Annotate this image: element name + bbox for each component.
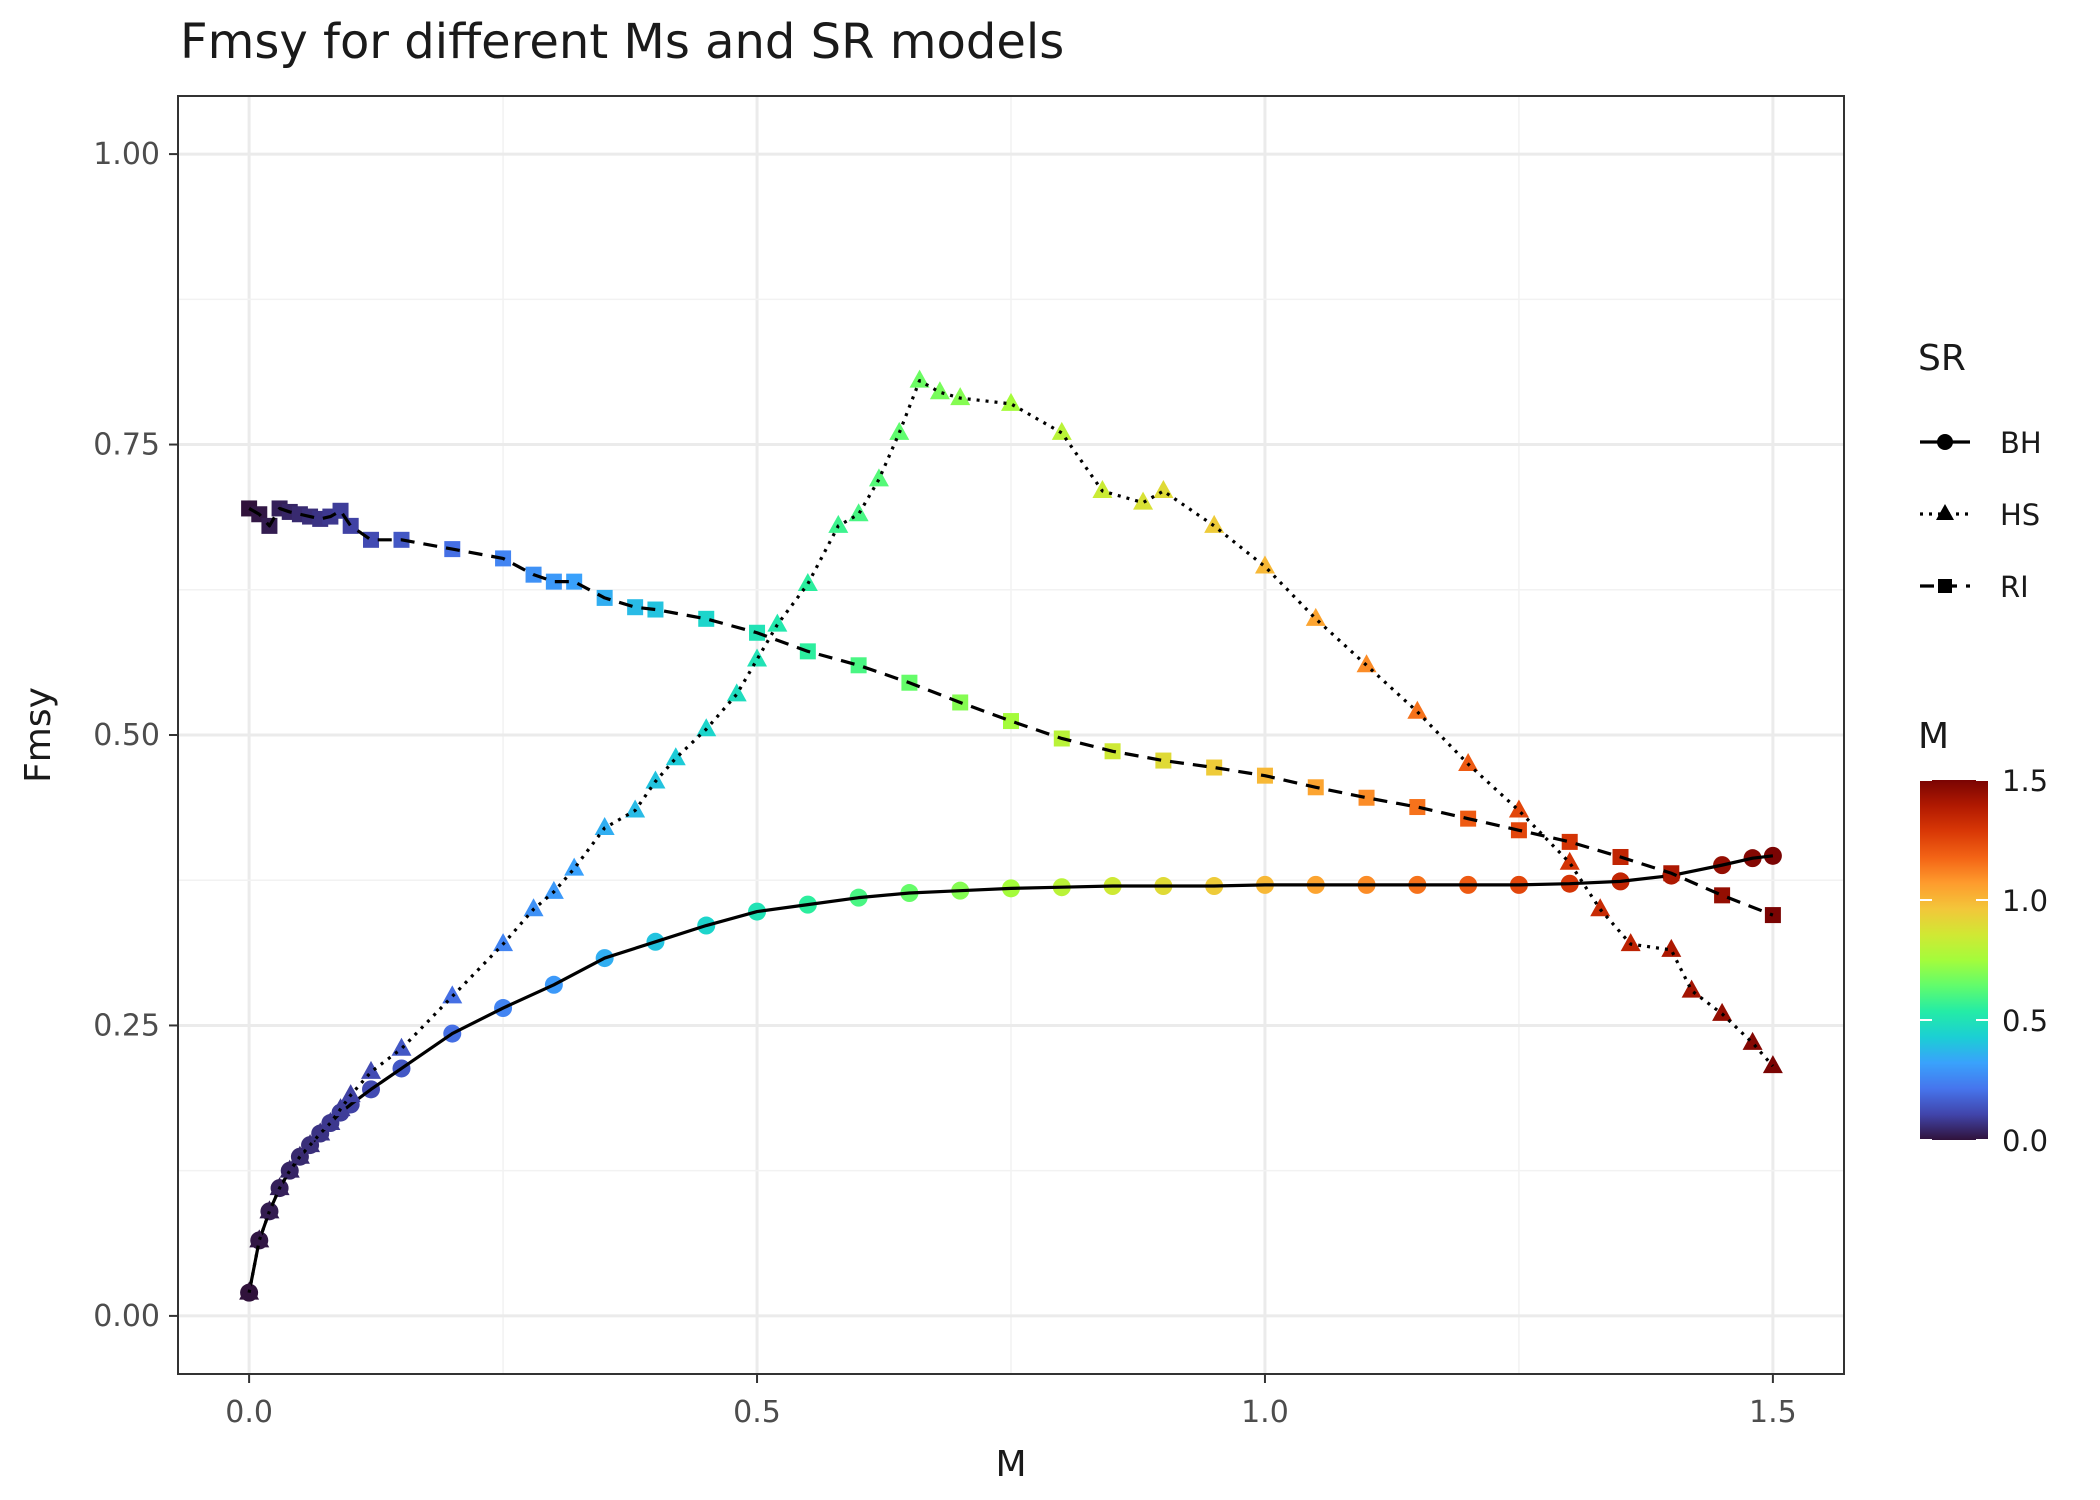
point-hs bbox=[279, 1159, 300, 1178]
y-tick-label: 0.75 bbox=[93, 428, 160, 463]
point-hs bbox=[594, 816, 615, 835]
colorbar-label: 0.5 bbox=[2002, 1004, 2048, 1038]
color-legend-title: M bbox=[1918, 716, 1949, 757]
y-tick-label: 0.50 bbox=[93, 718, 160, 753]
point-hs bbox=[1762, 1055, 1783, 1074]
point-ri bbox=[1409, 799, 1426, 816]
x-tick-label: 0.0 bbox=[225, 1395, 273, 1430]
colorbar-label: 0.0 bbox=[2002, 1124, 2048, 1158]
point-hs bbox=[726, 683, 747, 702]
legend-key-hs: HS bbox=[1920, 498, 2040, 532]
legend-triangle-marker bbox=[1936, 504, 1954, 520]
colorbar bbox=[1920, 780, 1988, 1140]
point-hs bbox=[828, 514, 849, 533]
point-hs bbox=[1508, 799, 1529, 818]
point-hs bbox=[269, 1177, 290, 1196]
x-tick-label: 0.5 bbox=[733, 1395, 781, 1430]
series-hs bbox=[239, 369, 1783, 1300]
point-hs bbox=[1712, 1002, 1733, 1021]
y-tick-label: 1.00 bbox=[93, 137, 160, 172]
point-hs bbox=[1001, 392, 1021, 411]
point-hs bbox=[320, 1112, 341, 1131]
point-hs bbox=[1051, 421, 1072, 440]
point-hs bbox=[330, 1098, 351, 1117]
point-hs bbox=[564, 857, 585, 876]
point-hs bbox=[1559, 851, 1580, 870]
x-tick-label: 1.5 bbox=[1749, 1395, 1797, 1430]
point-ri bbox=[545, 573, 562, 590]
point-hs bbox=[909, 369, 930, 388]
point-ri bbox=[647, 601, 664, 618]
y-tick-label: 0.00 bbox=[93, 1299, 160, 1334]
point-ri bbox=[1155, 752, 1172, 769]
point-hs bbox=[665, 747, 686, 766]
legend-label: HS bbox=[2000, 498, 2040, 532]
point-hs bbox=[1133, 491, 1154, 510]
legend-square-marker bbox=[1938, 579, 1952, 593]
point-hs bbox=[1661, 938, 1682, 957]
series-ri bbox=[241, 500, 1781, 924]
series-layer bbox=[239, 369, 1783, 1302]
point-hs bbox=[259, 1200, 280, 1219]
point-ri bbox=[1714, 887, 1731, 904]
axes: 0.0 0.5 1.0 1.5 0.00 0.25 0.50 0.75 1.00 bbox=[93, 137, 1797, 1430]
point-hs bbox=[289, 1145, 310, 1164]
point-hs bbox=[767, 613, 788, 632]
y-tick-label: 0.25 bbox=[93, 1008, 160, 1043]
point-ri bbox=[1206, 759, 1223, 776]
point-ri bbox=[627, 599, 644, 616]
grid-lines bbox=[178, 96, 1844, 1374]
point-ri bbox=[1358, 789, 1375, 806]
point-hs bbox=[1620, 933, 1641, 952]
point-ri bbox=[698, 610, 715, 627]
point-ri bbox=[566, 573, 583, 590]
legend-label: RI bbox=[2000, 570, 2029, 604]
legend-label: BH bbox=[2000, 426, 2042, 460]
legend-circle-marker bbox=[1937, 434, 1953, 450]
point-hs bbox=[361, 1060, 382, 1079]
legend-key-bh: BH bbox=[1920, 426, 2042, 460]
point-hs bbox=[1254, 555, 1275, 574]
point-hs bbox=[1590, 898, 1611, 917]
point-ri bbox=[850, 657, 867, 674]
point-hs bbox=[310, 1122, 331, 1141]
x-tick-label: 1.0 bbox=[1241, 1395, 1289, 1430]
point-ri bbox=[1561, 833, 1578, 850]
point-hs bbox=[1742, 1031, 1763, 1050]
point-ri bbox=[1003, 713, 1019, 730]
chart-title: Fmsy for different Ms and SR models bbox=[180, 14, 1065, 70]
point-hs bbox=[1407, 700, 1428, 719]
point-hs bbox=[868, 468, 889, 487]
x-axis-title: M bbox=[995, 1444, 1026, 1485]
point-hs bbox=[1204, 514, 1225, 533]
shape-legend: SR BH HS RI bbox=[1918, 338, 2042, 604]
point-hs bbox=[1458, 753, 1479, 772]
shape-legend-title: SR bbox=[1918, 338, 1966, 379]
point-hs bbox=[696, 718, 717, 737]
point-hs bbox=[340, 1084, 361, 1103]
point-hs bbox=[950, 387, 971, 406]
colorbar-label: 1.5 bbox=[2002, 764, 2048, 798]
color-legend: M 0.0 0.5 1.0 1.5 bbox=[1918, 716, 2048, 1158]
y-axis-title: Fmsy bbox=[18, 687, 59, 783]
point-hs bbox=[523, 898, 544, 917]
colorbar-label: 1.0 bbox=[2002, 884, 2048, 918]
point-hs bbox=[1681, 979, 1702, 998]
legend-key-ri: RI bbox=[1920, 570, 2029, 604]
point-hs bbox=[625, 799, 646, 818]
point-hs bbox=[929, 381, 950, 400]
point-hs bbox=[543, 880, 564, 899]
